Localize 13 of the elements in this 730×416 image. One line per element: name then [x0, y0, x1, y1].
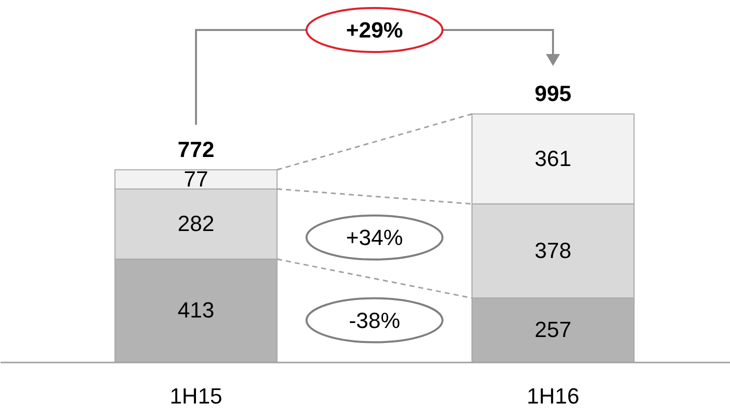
text: +29% — [346, 18, 403, 42]
data-label: 77 — [184, 166, 208, 192]
x-tick-label: 1H15 — [170, 384, 222, 408]
data-label: 282 — [178, 211, 214, 236]
data-label: 413 — [178, 298, 214, 323]
x-tick-label: 1H16 — [526, 384, 580, 408]
data-label: 257 — [534, 317, 572, 342]
data-label: 361 — [534, 146, 572, 171]
total-label: 995 — [534, 81, 572, 106]
data-label: 378 — [534, 238, 572, 263]
annotation: -38% — [348, 308, 400, 333]
annotation: +34% — [346, 225, 403, 250]
total-label: 772 — [178, 136, 214, 162]
